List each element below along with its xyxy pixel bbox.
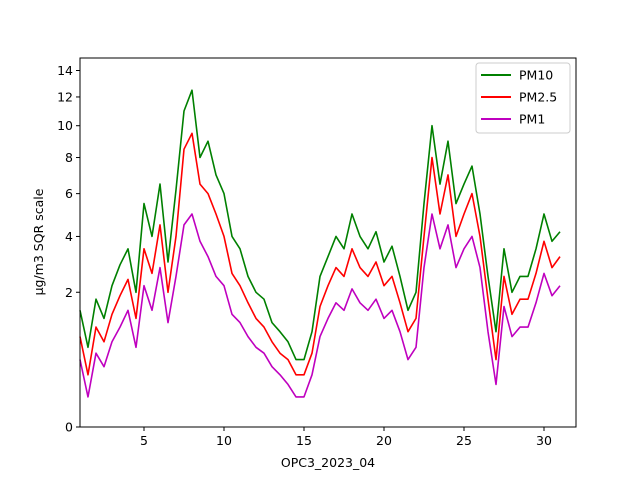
legend-label: PM1 bbox=[519, 112, 545, 127]
legend-box bbox=[475, 62, 571, 134]
y-axis-label: µg/m3 SQR scale bbox=[31, 188, 46, 295]
y-tick-label: 6 bbox=[65, 186, 73, 201]
y-axis-ticks: 0 2 4 6 8 10 12 14 bbox=[57, 63, 80, 435]
series-line-pm1 bbox=[79, 213, 561, 398]
x-tick-label: 25 bbox=[456, 433, 472, 448]
x-axis-ticks: 5 10 15 20 25 30 bbox=[140, 427, 552, 448]
y-tick-label: 8 bbox=[65, 150, 73, 165]
legend: PM10 PM2.5 PM1 bbox=[475, 62, 571, 134]
y-tick-label: 0 bbox=[65, 420, 73, 435]
legend-label: PM10 bbox=[519, 68, 553, 83]
x-axis-label: OPC3_2023_04 bbox=[281, 455, 375, 470]
x-tick-label: 10 bbox=[216, 433, 232, 448]
series-layer bbox=[79, 89, 561, 398]
y-tick-label: 4 bbox=[65, 229, 73, 244]
plot-frame bbox=[79, 57, 577, 428]
y-tick-label: 2 bbox=[65, 285, 73, 300]
y-tick-label: 14 bbox=[57, 63, 73, 78]
series-line-pm25 bbox=[79, 132, 561, 376]
x-tick-label: 15 bbox=[296, 433, 312, 448]
x-tick-label: 20 bbox=[376, 433, 392, 448]
legend-label: PM2.5 bbox=[519, 90, 557, 105]
series-line-pm10 bbox=[79, 89, 561, 361]
x-tick-label: 30 bbox=[536, 433, 552, 448]
y-tick-label: 12 bbox=[57, 89, 73, 104]
x-tick-label: 5 bbox=[140, 433, 148, 448]
y-tick-label: 10 bbox=[57, 118, 73, 133]
